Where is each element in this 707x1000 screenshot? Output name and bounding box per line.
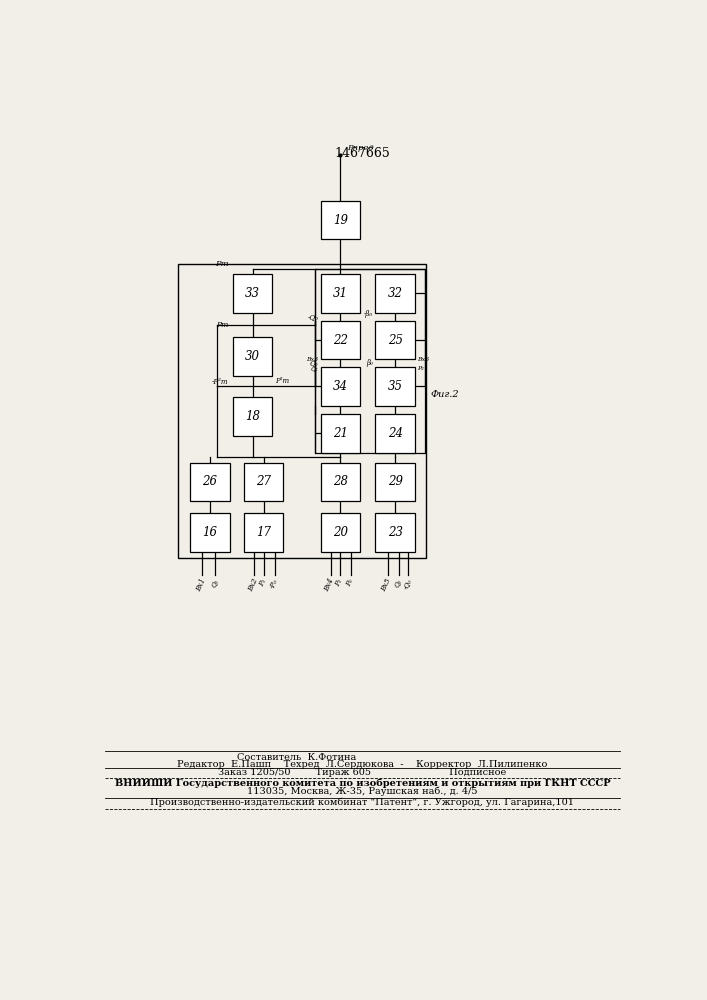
Text: 1467665: 1467665 — [334, 147, 390, 160]
Text: 21: 21 — [333, 427, 348, 440]
Bar — [375, 414, 415, 453]
Bar — [233, 337, 272, 376]
Bar — [375, 321, 415, 359]
Text: Фиг.2: Фиг.2 — [431, 390, 459, 399]
Text: 29: 29 — [387, 475, 403, 488]
Text: β₀: β₀ — [366, 359, 373, 367]
Text: Вх2: Вх2 — [246, 577, 259, 593]
Text: 25: 25 — [387, 334, 403, 347]
Bar — [321, 463, 360, 501]
Bar — [244, 463, 284, 501]
Text: 35: 35 — [387, 380, 403, 393]
Text: 20: 20 — [333, 526, 348, 539]
Text: Производственно-издательский комбинат "Патент", г. Ужгород, ул. Гагарина,101: Производственно-издательский комбинат "П… — [151, 797, 574, 807]
Text: P₂: P₂ — [334, 577, 344, 588]
Bar — [321, 414, 360, 453]
Bar — [178, 264, 426, 558]
Text: 27: 27 — [256, 475, 271, 488]
Bar — [321, 513, 360, 552]
Text: Pт: Pт — [216, 321, 228, 329]
Text: 34: 34 — [333, 380, 348, 393]
Text: P₂: P₂ — [417, 366, 424, 371]
Text: 16: 16 — [202, 526, 218, 539]
Text: Составитель  К.Фотина: Составитель К.Фотина — [237, 753, 356, 762]
Text: 18: 18 — [245, 410, 260, 423]
Bar — [190, 463, 230, 501]
Text: Q₂: Q₂ — [311, 366, 319, 371]
Text: -P²т: -P²т — [212, 378, 228, 386]
Bar — [233, 397, 272, 436]
Text: Вх6: Вх6 — [417, 357, 429, 362]
Text: Q₀: Q₀ — [310, 359, 319, 367]
Text: Вх4: Вх4 — [323, 577, 336, 593]
Bar — [375, 463, 415, 501]
Text: Вх5: Вх5 — [380, 577, 393, 593]
Text: Вх3: Вх3 — [306, 357, 319, 362]
Text: -β₀: -β₀ — [364, 310, 373, 318]
Text: P₁: P₁ — [257, 577, 268, 588]
Bar — [375, 274, 415, 312]
Text: 19: 19 — [333, 214, 348, 227]
Text: 113035, Москва, Ж-35, Раушская наб., д. 4/5: 113035, Москва, Ж-35, Раушская наб., д. … — [247, 787, 478, 796]
Text: 30: 30 — [245, 350, 260, 363]
Bar — [321, 274, 360, 312]
Text: 26: 26 — [202, 475, 218, 488]
Text: Заказ 1205/50        Тираж 605                         Подписное: Заказ 1205/50 Тираж 605 Подписное — [218, 768, 506, 777]
Text: -Q₀: -Q₀ — [402, 577, 413, 591]
Text: -P₀: -P₀ — [268, 577, 279, 590]
Text: P₀: P₀ — [345, 577, 356, 588]
Text: 33: 33 — [245, 287, 260, 300]
Text: 31: 31 — [333, 287, 348, 300]
Text: Q₂: Q₂ — [392, 577, 403, 588]
Bar — [315, 269, 425, 453]
Text: 22: 22 — [333, 334, 348, 347]
Bar — [321, 321, 360, 359]
Bar — [244, 513, 284, 552]
Bar — [233, 274, 272, 312]
Bar — [321, 201, 360, 239]
Text: Q₁: Q₁ — [209, 577, 220, 588]
Text: 28: 28 — [333, 475, 348, 488]
Text: 32: 32 — [387, 287, 403, 300]
Text: P²т: P²т — [274, 377, 288, 385]
Bar — [190, 513, 230, 552]
Text: Pт: Pт — [215, 260, 228, 268]
Text: Вх1: Вх1 — [194, 577, 208, 593]
Bar — [375, 367, 415, 406]
Text: 23: 23 — [387, 526, 403, 539]
Text: Редактор  Е.Пашп    Техред  Л.Сердюкова  -    Корректор  Л.Пилипенко: Редактор Е.Пашп Техред Л.Сердюкова - Кор… — [177, 760, 547, 769]
Text: 17: 17 — [256, 526, 271, 539]
Text: ВНИИШИ Государственного комитета по изобретениям и открытиям при ГКНТ СССР: ВНИИШИ Государственного комитета по изоб… — [115, 779, 610, 788]
Bar — [321, 367, 360, 406]
Text: 24: 24 — [387, 427, 403, 440]
Bar — [375, 513, 415, 552]
Text: Pпред: Pпред — [347, 144, 373, 152]
Text: -Q₀: -Q₀ — [308, 313, 319, 321]
